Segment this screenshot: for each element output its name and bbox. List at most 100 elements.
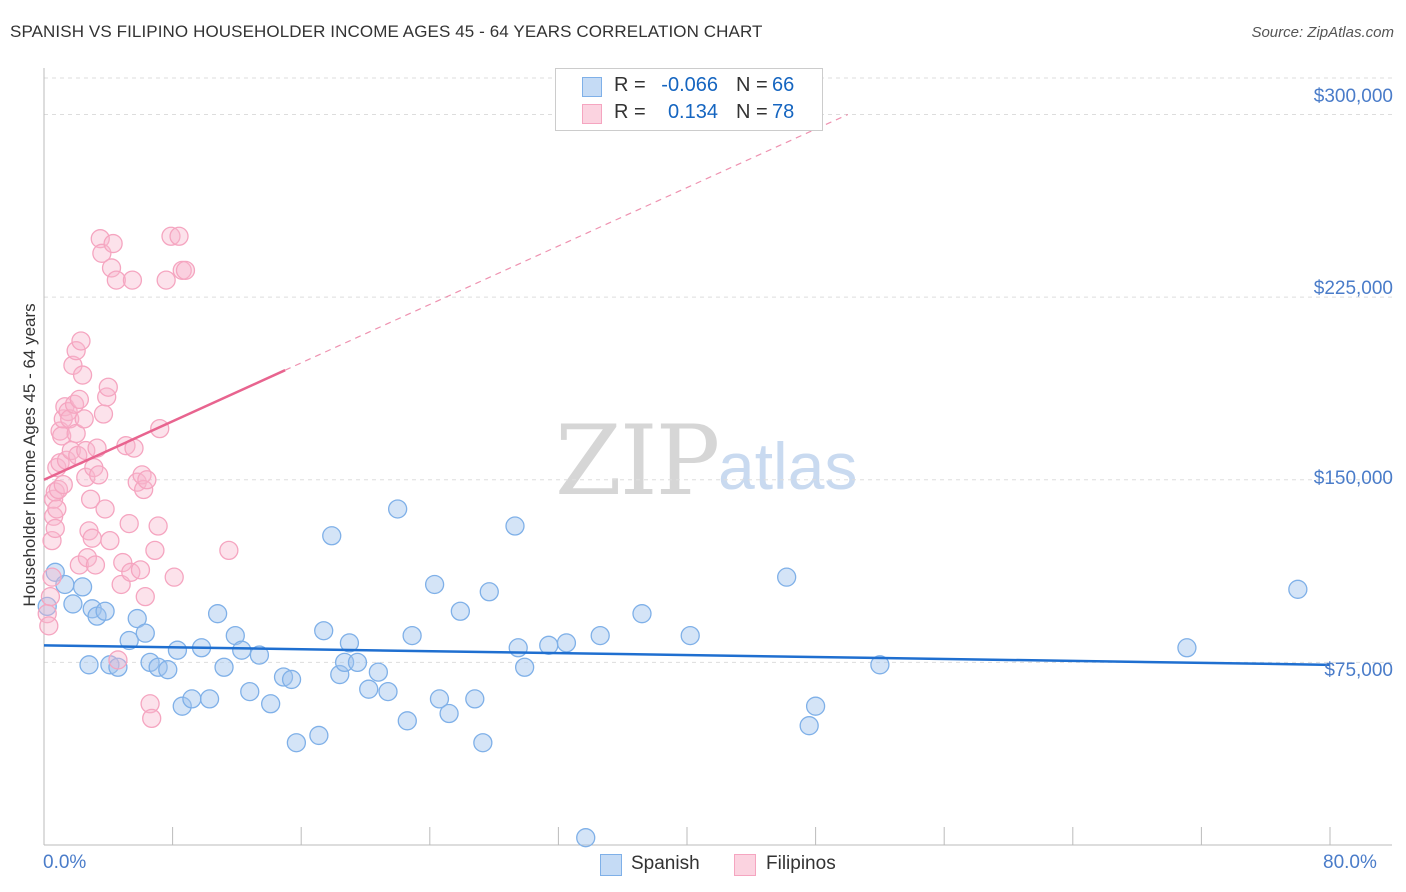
spanish-point: [387, 499, 408, 519]
r-label: R =: [614, 74, 646, 96]
n-value: 66: [772, 74, 795, 96]
filipinos-point: [103, 233, 123, 254]
stats-row-spanish: R = -0.066 N = 66: [556, 74, 822, 100]
r-value: 0.134: [667, 101, 718, 123]
spanish-point: [199, 689, 220, 709]
spanish-point: [424, 574, 445, 595]
spanish-point: [680, 625, 700, 646]
filipinos-point: [98, 377, 118, 397]
spanish-point: [556, 633, 577, 653]
filipinos-point: [52, 426, 72, 446]
filipinos-point: [39, 616, 59, 636]
filipinos-point: [106, 270, 126, 290]
spanish-point: [539, 635, 559, 655]
filipinos-point: [63, 355, 83, 375]
spanish-point: [368, 662, 389, 682]
stats-legend-box: R = -0.066 N = 66 R = 0.134 N = 78: [555, 68, 823, 131]
filipinos-point: [53, 474, 73, 495]
filipinos-swatch: [582, 104, 602, 124]
spanish-point: [79, 655, 99, 675]
spanish-point: [167, 640, 188, 660]
r-value: -0.066: [661, 74, 718, 96]
n-label: N =: [736, 74, 768, 96]
spanish-point: [330, 664, 350, 685]
filipinos-point: [42, 567, 62, 587]
filipinos-point: [135, 586, 155, 607]
filipinos-point: [80, 489, 101, 509]
y-axis-label: Householder Income Ages 45 - 64 years: [20, 303, 39, 607]
watermark-zip: ZIP: [555, 405, 720, 517]
legend-filipinos-swatch: [734, 854, 756, 876]
spanish-point: [505, 516, 525, 536]
spanish-point: [207, 604, 228, 624]
filipinos-point: [45, 518, 65, 539]
spanish-point: [249, 645, 270, 665]
filipinos-point: [156, 270, 176, 290]
y-tick-label-300000: $300,000: [1313, 86, 1393, 107]
filipinos-point: [140, 694, 160, 714]
spanish-point: [632, 604, 652, 624]
filipinos-point: [93, 404, 114, 424]
spanish-point: [347, 652, 368, 673]
spanish-point: [590, 625, 610, 646]
filipinos-point: [77, 548, 98, 568]
spanish-point: [119, 630, 139, 651]
spanish-point: [95, 601, 115, 621]
x-tick-label-min: 0.0%: [43, 852, 87, 873]
y-tick-label-75000: $75,000: [1324, 660, 1393, 681]
spanish-trend-line: [43, 644, 1331, 667]
filipinos-point: [85, 555, 106, 575]
filipinos-point: [161, 226, 181, 246]
spanish-point: [479, 582, 499, 602]
spanish-point: [339, 633, 360, 653]
spanish-point: [72, 577, 93, 597]
filipinos-point: [45, 482, 65, 502]
filipinos-point: [69, 389, 90, 410]
spanish-point: [508, 638, 528, 658]
filipinos-point: [72, 365, 93, 385]
source-label: Source: ZipAtlas.com: [1251, 24, 1394, 41]
r-label: R =: [614, 101, 646, 123]
spanish-point: [281, 669, 302, 690]
y-tick-label-150000: $150,000: [1313, 468, 1393, 489]
spanish-point: [232, 640, 252, 660]
filipinos-point: [142, 708, 162, 729]
spanish-point: [429, 689, 450, 709]
spanish-point: [127, 608, 147, 629]
spanish-point: [1177, 638, 1197, 658]
spanish-point: [182, 689, 202, 709]
filipinos-point: [40, 586, 61, 607]
filipinos-trend-extension: [284, 113, 848, 371]
spanish-point: [314, 621, 334, 641]
x-tick-label-max: 80.0%: [1323, 852, 1377, 873]
spanish-point: [439, 703, 459, 724]
filipinos-point: [113, 552, 133, 573]
filipinos-point: [164, 567, 184, 587]
filipinos-point: [150, 418, 170, 439]
spanish-point: [799, 716, 819, 736]
spanish-point: [378, 681, 398, 702]
filipinos-point: [119, 513, 139, 534]
spanish-point: [473, 733, 493, 753]
n-value: 78: [772, 101, 795, 123]
watermark-atlas: atlas: [718, 429, 858, 503]
spanish-point: [286, 733, 307, 753]
spanish-point: [465, 689, 485, 709]
spanish-point: [261, 694, 281, 714]
legend-spanish-label: Spanish: [631, 853, 700, 874]
spanish-point: [108, 657, 128, 677]
spanish-point: [63, 594, 83, 614]
y-tick-label-225000: $225,000: [1313, 278, 1393, 299]
legend-spanish-swatch: [600, 854, 622, 876]
filipinos-point: [42, 530, 62, 551]
spanish-point: [240, 681, 260, 702]
spanish-point: [1288, 579, 1308, 599]
spanish-point: [172, 696, 192, 716]
spanish-point: [309, 725, 329, 746]
legend-filipinos-label: Filipinos: [766, 853, 836, 874]
filipinos-point: [137, 470, 157, 490]
spanish-point: [450, 601, 470, 621]
spanish-swatch: [582, 77, 602, 97]
stats-row-filipinos: R = 0.134 N = 78: [556, 101, 822, 127]
filipinos-point: [100, 530, 120, 551]
